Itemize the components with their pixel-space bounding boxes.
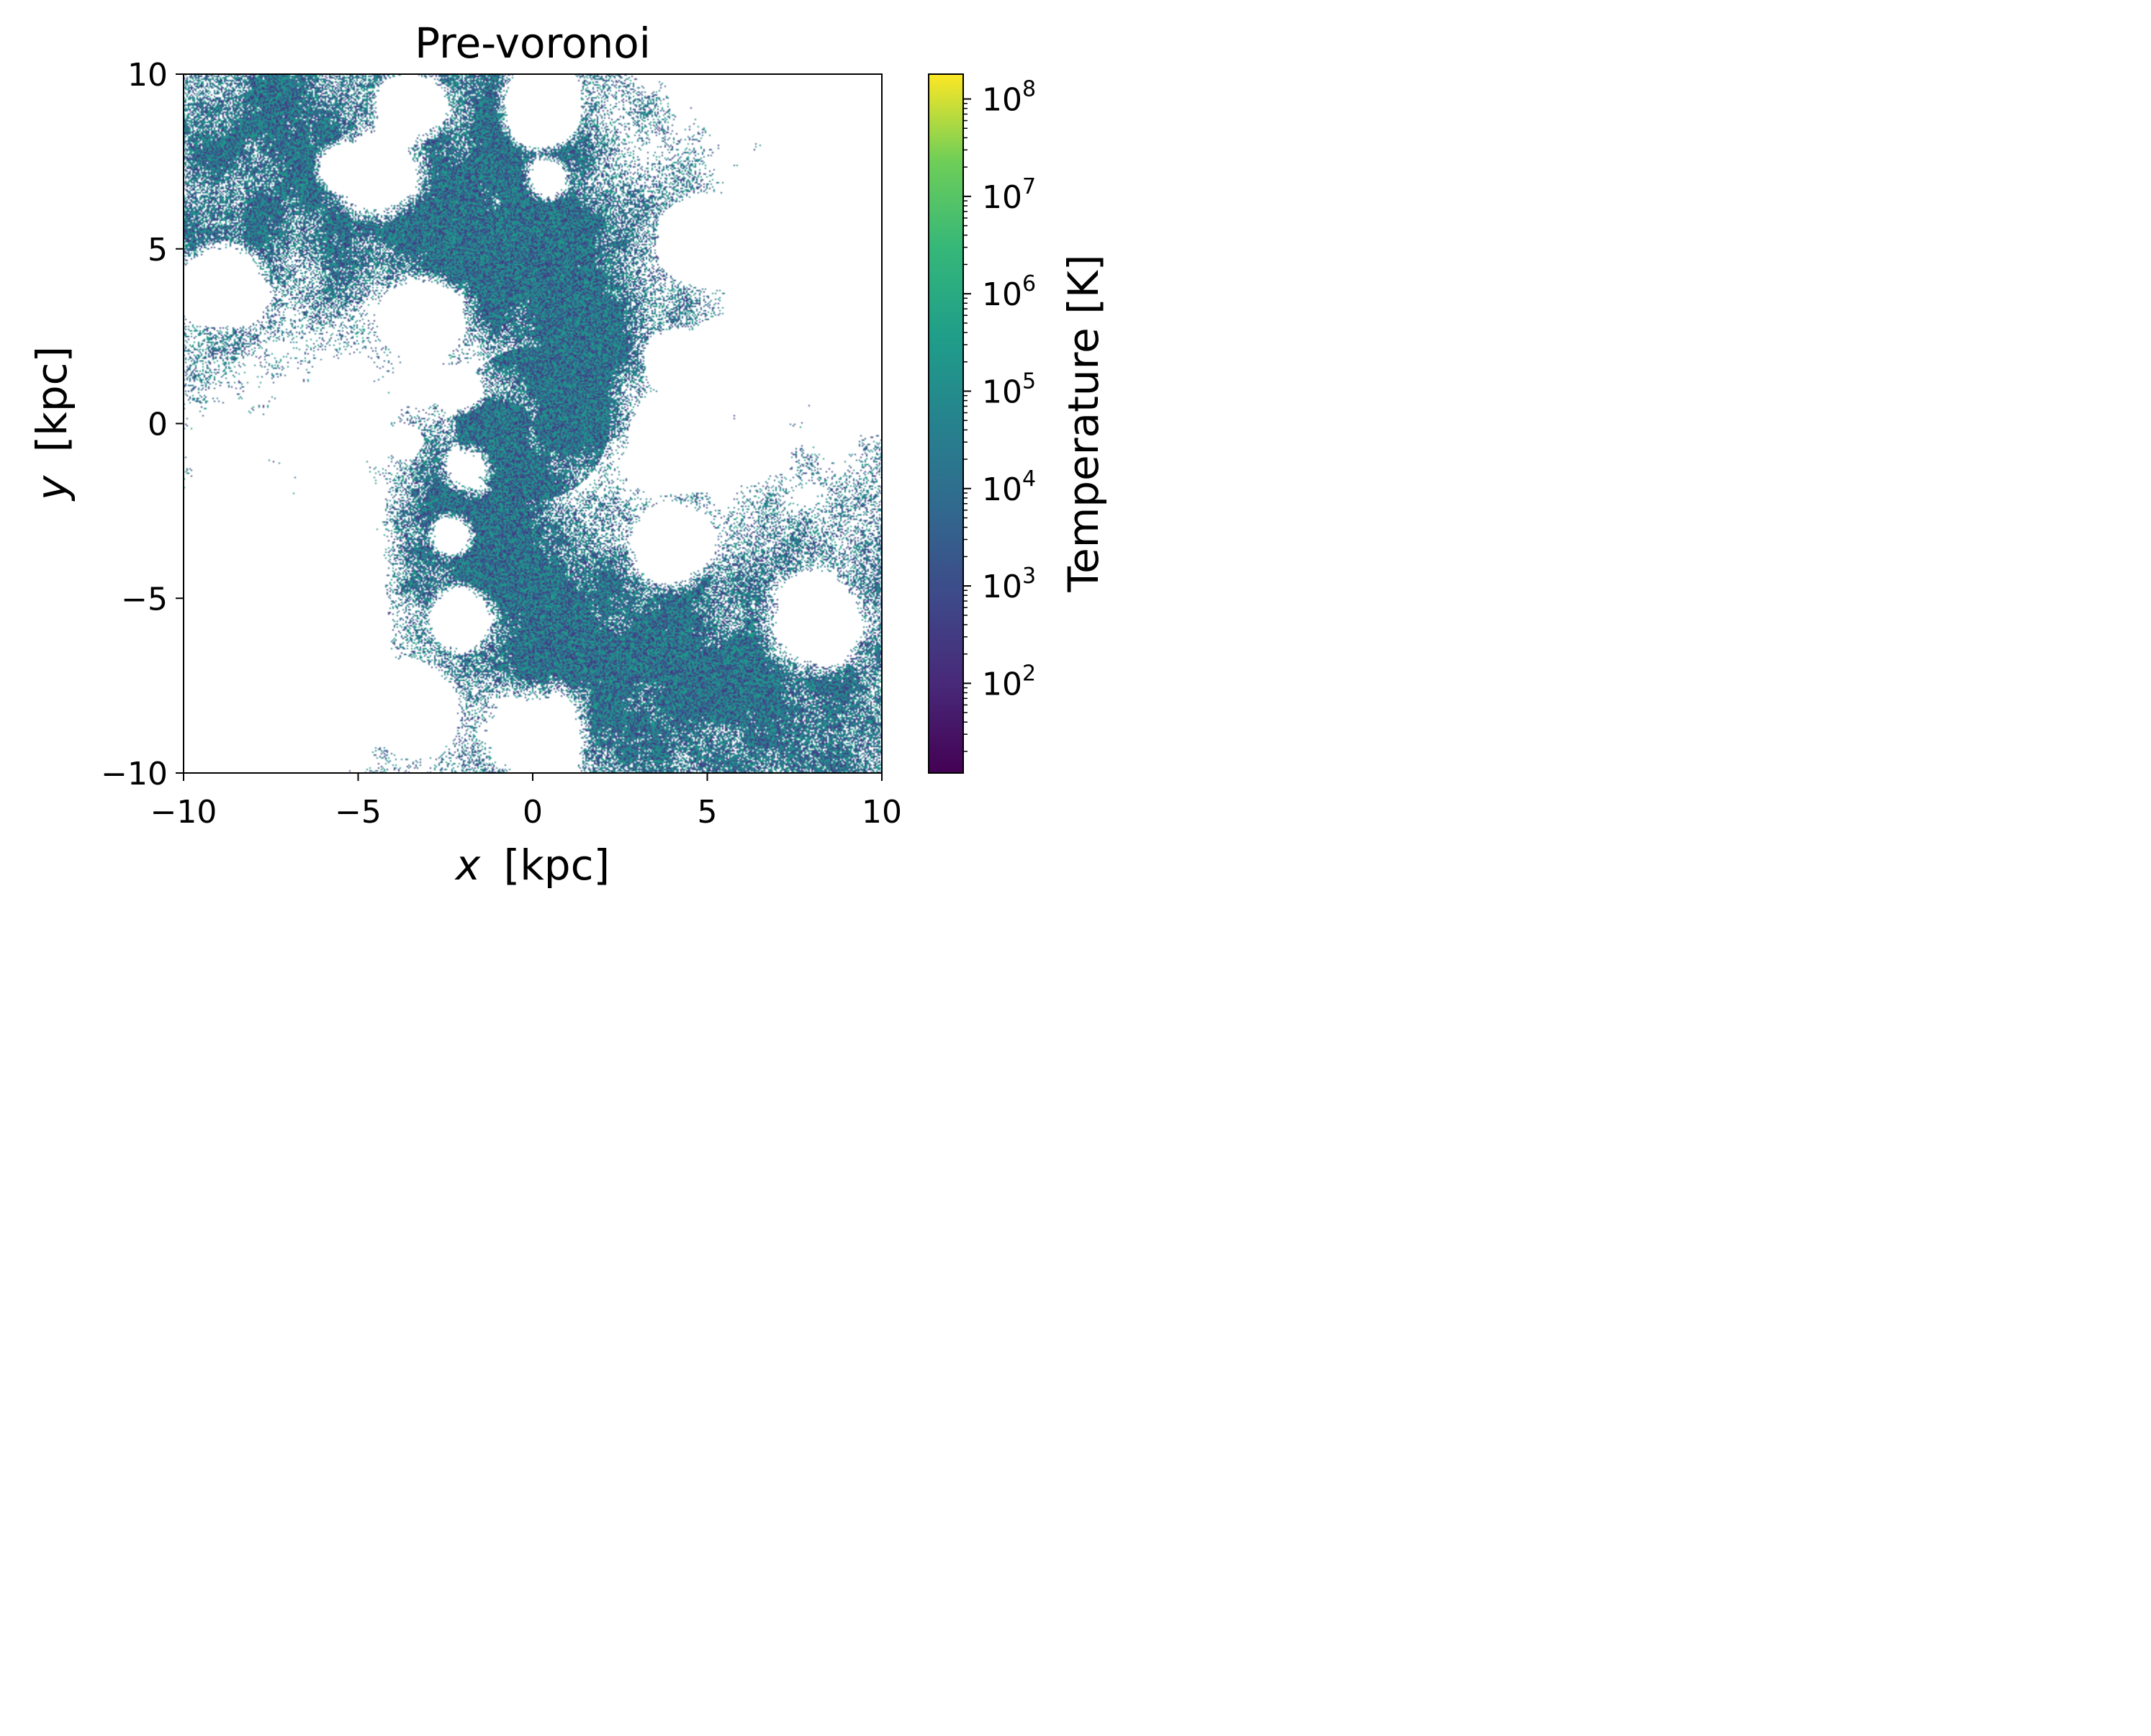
temperature-heatmap: [184, 74, 882, 773]
colorbar-tick-exp: 3: [1022, 564, 1036, 589]
colorbar-tick-label: 103: [982, 564, 1036, 605]
colorbar-tick-label: 106: [982, 271, 1036, 313]
x-tick-label: 10: [862, 794, 902, 831]
plot-frame: [183, 73, 883, 774]
figure: Pre-voronoi −10 −5 0 5 10 −10 −5 0 5 10 x [kpc] …: [0, 0, 1123, 906]
y-axis-ticks: −10 −5 0 5 10: [101, 57, 184, 792]
colorbar-tick-exp: 8: [1022, 77, 1036, 102]
y-axis-unit: [kpc]: [27, 346, 76, 453]
x-axis-unit: [kpc]: [504, 841, 610, 890]
colorbar-label: Temperature [K]: [1059, 254, 1108, 592]
colorbar-tick-label: 107: [982, 174, 1036, 216]
colorbar-tick-exp: 2: [1022, 661, 1036, 686]
chart-title: Pre-voronoi: [415, 19, 651, 68]
y-tick-label: 0: [148, 407, 168, 443]
y-tick-label: −10: [101, 756, 168, 792]
x-axis-ticks: −10 −5 0 5 10: [150, 773, 902, 831]
colorbar-tick-exp: 6: [1022, 271, 1036, 297]
colorbar-tick-label: 108: [982, 77, 1036, 119]
colorbar-tick-base: 10: [982, 82, 1022, 119]
y-tick-label: 5: [148, 232, 168, 268]
x-tick-label: −10: [150, 794, 217, 831]
y-tick-label: −5: [121, 581, 168, 618]
colorbar-tick-base: 10: [982, 569, 1022, 605]
colorbar-tick-base: 10: [982, 179, 1022, 216]
colorbar-tick-base: 10: [982, 374, 1022, 410]
colorbar-tick-exp: 5: [1022, 369, 1036, 394]
colorbar-tick-label: 104: [982, 466, 1036, 508]
colorbar-tick-exp: 4: [1022, 466, 1036, 492]
colorbar-tick-exp: 7: [1022, 174, 1036, 199]
y-axis-var: y: [27, 475, 76, 502]
x-axis-var: x: [454, 841, 481, 890]
colorbar-tick-label: 102: [982, 661, 1036, 702]
colorbar: [928, 73, 964, 774]
colorbar-tick-label: 105: [982, 369, 1036, 410]
y-tick-label: 10: [127, 57, 168, 94]
x-axis-label: x [kpc]: [454, 841, 610, 890]
x-tick-label: −5: [335, 794, 382, 831]
colorbar-tick-base: 10: [982, 276, 1022, 313]
y-axis-label: y [kpc]: [27, 346, 76, 502]
colorbar-tick-base: 10: [982, 666, 1022, 702]
x-tick-label: 5: [698, 794, 718, 831]
colorbar-tick-base: 10: [982, 471, 1022, 508]
x-tick-label: 0: [523, 794, 543, 831]
